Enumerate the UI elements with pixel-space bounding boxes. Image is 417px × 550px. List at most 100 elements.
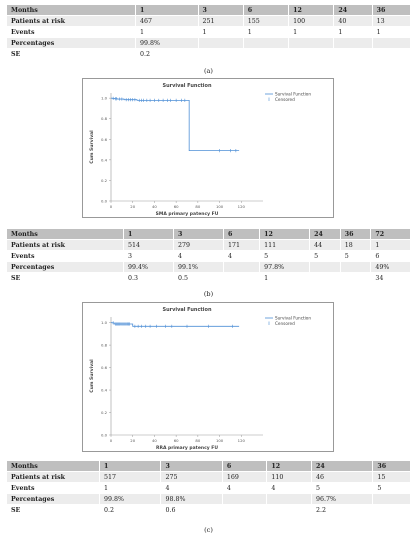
caption-b: (b)	[203, 290, 214, 298]
table-a: Months 1 3 6 12 24 36 Patients at risk 4…	[6, 4, 412, 60]
table-cell: 1	[123, 228, 174, 240]
table-cell: 13	[371, 15, 412, 27]
table-cell: 6	[221, 460, 268, 472]
table-cell: 1	[259, 272, 311, 284]
table-cell: 4	[266, 482, 312, 494]
table-cell: 36	[372, 460, 411, 472]
table-cell: 5	[259, 250, 311, 262]
table-cell	[266, 493, 312, 505]
table-cell: Months	[6, 460, 100, 472]
x-tick-label: 60	[174, 204, 179, 209]
table-cell: SE	[6, 272, 124, 284]
table-cell: SE	[6, 48, 136, 60]
table-cell: 3	[123, 250, 174, 262]
table-cell	[288, 37, 335, 49]
legend-label: Censored	[275, 97, 295, 102]
table-cell: Events	[6, 250, 124, 262]
chart-title: Survival Function	[162, 307, 211, 313]
table-cell: 4	[172, 250, 224, 262]
y-tick-label: 0.4	[101, 388, 108, 393]
x-tick-label: 20	[130, 204, 135, 209]
table-cell: 46	[310, 471, 374, 483]
x-tick-label: 40	[152, 204, 157, 209]
table-row: Patients at risk 517 275 169 110 46 15	[6, 471, 411, 483]
table-row: Patients at risk 514 279 171 111 44 18 1	[6, 239, 411, 251]
table-cell	[333, 37, 373, 49]
table-row: Patients at risk 467 251 155 100 40 13	[6, 15, 412, 27]
table-cell	[371, 48, 412, 60]
table-cell: 275	[160, 471, 223, 483]
table-cell: 3	[160, 460, 223, 472]
table-b: Months 1 3 6 12 24 36 72 Patients at ris…	[6, 228, 411, 284]
table-cell: 1	[98, 460, 162, 472]
survival-chart-rra: Survival Function 0.0 0.2 0.4 0.6 0.8 1.0 0 20 40…	[82, 302, 334, 452]
table-cell: 0.5	[172, 272, 224, 284]
x-tick-label: 80	[195, 438, 200, 443]
table-cell: Percentages	[6, 493, 100, 505]
caption-a: (a)	[204, 67, 213, 75]
x-tick-label: 100	[216, 438, 224, 443]
table-row: Percentages 99.4% 99.1% 97.8% 49%	[6, 261, 411, 273]
table-cell: 36	[339, 228, 372, 240]
table-cell: 5	[309, 250, 341, 262]
table-cell	[242, 48, 290, 60]
table-cell: 0.3	[123, 272, 174, 284]
table-cell: 1	[135, 4, 199, 16]
table-cell	[372, 504, 411, 516]
table-cell: 24	[333, 4, 373, 16]
x-tick-label: 80	[195, 204, 200, 209]
table-cell: SE	[6, 504, 100, 516]
caption-c: (c)	[204, 526, 213, 534]
table-cell: 96.7%	[310, 493, 374, 505]
x-tick-label: 40	[152, 438, 157, 443]
table-cell: 1	[333, 26, 373, 38]
table-cell: 0.2	[135, 48, 199, 60]
table-cell	[221, 493, 268, 505]
x-tick-label: 0	[110, 438, 113, 443]
table-cell	[339, 261, 372, 273]
table-cell: 251	[197, 15, 244, 27]
table-cell: 169	[221, 471, 268, 483]
table-cell	[372, 493, 411, 505]
table-cell: 6	[242, 4, 290, 16]
y-tick-label: 0.6	[101, 137, 108, 142]
table-row: Events 3 4 4 5 5 5 6	[6, 250, 411, 262]
table-cell: 34	[370, 272, 411, 284]
y-tick-label: 0.0	[101, 199, 108, 204]
table-cell: 72	[370, 228, 411, 240]
table-cell: 2.2	[310, 504, 374, 516]
y-tick-label: 0.0	[101, 433, 108, 438]
table-cell: 12	[266, 460, 312, 472]
table-cell: 6	[222, 228, 261, 240]
table-cell: 1	[197, 26, 244, 38]
y-tick-label: 0.8	[101, 343, 108, 348]
table-row: SE 0.3 0.5 1 34	[6, 272, 411, 284]
table-cell: 49%	[370, 261, 411, 273]
table-cell: 97.8%	[259, 261, 311, 273]
table-cell: 111	[259, 239, 311, 251]
x-tick-label: 120	[238, 438, 246, 443]
table-cell: 4	[221, 482, 268, 494]
table-cell: 1	[98, 482, 162, 494]
table-cell: 4	[160, 482, 223, 494]
table-cell	[221, 504, 268, 516]
chart-title: Survival Function	[162, 83, 211, 89]
x-tick-label: 120	[238, 204, 246, 209]
table-cell	[309, 272, 341, 284]
table-cell: 15	[372, 471, 411, 483]
table-row: SE 0.2 0.6 2.2	[6, 504, 411, 516]
x-tick-label: 0	[110, 204, 113, 209]
table-cell	[197, 37, 244, 49]
x-tick-label: 100	[216, 204, 224, 209]
y-axis-label: Cum Survival	[89, 359, 95, 393]
x-axis-label: RRA primary patency FU	[156, 445, 218, 451]
table-cell: 24	[310, 460, 374, 472]
table-cell: 155	[242, 15, 290, 27]
table-cell: Months	[6, 228, 124, 240]
table-cell: 99.8%	[98, 493, 162, 505]
table-cell: 1	[288, 26, 335, 38]
x-tick-label: 20	[130, 438, 135, 443]
table-cell: 12	[288, 4, 335, 16]
table-cell: 171	[222, 239, 261, 251]
table-cell	[371, 37, 412, 49]
